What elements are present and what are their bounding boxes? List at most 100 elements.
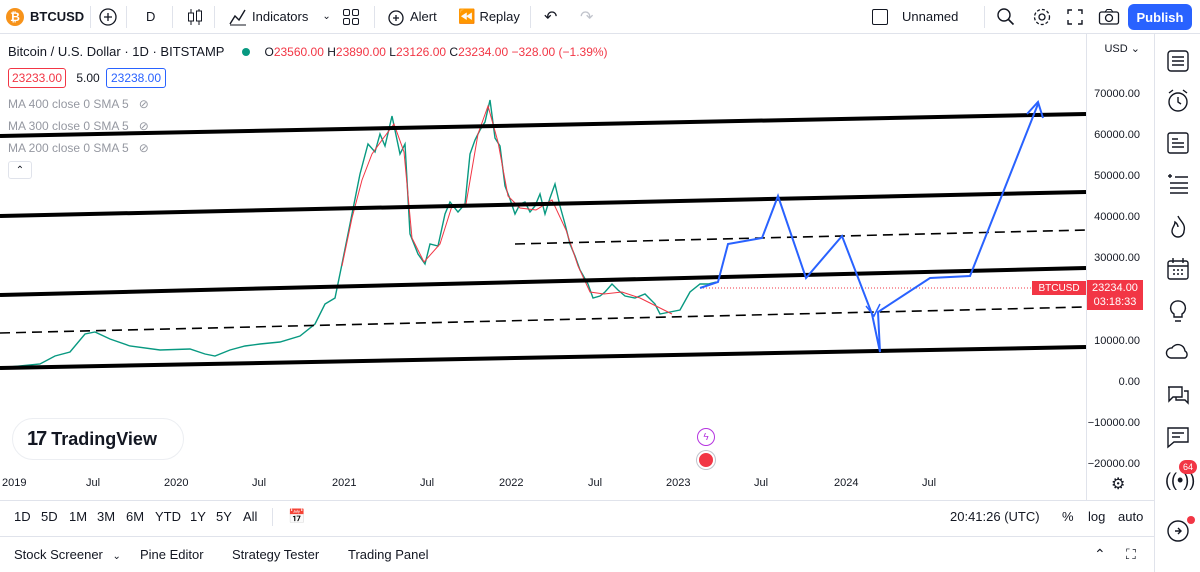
price-tick: 70000.00 xyxy=(1094,88,1140,100)
spread-value: 5.00 xyxy=(76,71,100,85)
publish-button[interactable]: Publish xyxy=(1128,4,1192,30)
snapshot-button[interactable] xyxy=(1098,0,1120,34)
fullscreen-button[interactable] xyxy=(1066,0,1084,34)
alert-label: Alert xyxy=(410,9,437,24)
ohlc-high: 23890.00 xyxy=(335,44,386,59)
tab-strategy-tester[interactable]: Strategy Tester xyxy=(232,547,320,562)
price-axis[interactable]: USD ⌄ 70000.00 60000.00 50000.00 40000.0… xyxy=(1086,34,1154,500)
eye-hidden-icon[interactable]: ⊘ xyxy=(138,141,149,155)
percent-scale-toggle[interactable]: % xyxy=(1062,509,1074,524)
chats-icon[interactable] xyxy=(1165,382,1191,408)
buy-price-box[interactable]: 23238.00 xyxy=(106,68,166,88)
settings-button[interactable] xyxy=(1032,0,1052,34)
currency-selector[interactable]: USD ⌄ xyxy=(1104,43,1140,55)
current-price-label: 23234.00 03:18:33 xyxy=(1087,280,1143,310)
time-tick: Jul xyxy=(420,477,435,489)
streams-icon[interactable] xyxy=(1165,340,1191,366)
eye-hidden-icon[interactable]: ⊘ xyxy=(138,97,149,111)
tradingview-watermark[interactable]: 17 TradingView xyxy=(12,418,184,460)
tab-pine-editor[interactable]: Pine Editor xyxy=(140,547,204,562)
chart-type-button[interactable] xyxy=(186,0,204,34)
price-tick: 10000.00 xyxy=(1094,335,1140,347)
range-ytd[interactable]: YTD xyxy=(155,509,181,524)
time-tick: Jul xyxy=(252,477,267,489)
range-5y[interactable]: 5Y xyxy=(216,509,232,524)
range-3m[interactable]: 3M xyxy=(97,509,116,524)
chevron-up-icon[interactable]: ⌃ xyxy=(1094,546,1106,562)
alert-button[interactable]: Alert xyxy=(386,0,437,34)
time-tick: Jul xyxy=(86,477,101,489)
indicators-icon xyxy=(229,9,246,25)
watermark-text: TradingView xyxy=(51,428,157,449)
collapse-legend-button[interactable]: ⌃ xyxy=(8,161,32,179)
range-5d[interactable]: 5D xyxy=(41,509,58,524)
interval-button[interactable]: D xyxy=(146,9,156,24)
us-flag-icon[interactable] xyxy=(697,451,715,469)
replay-button[interactable]: ⏪ Replay xyxy=(458,0,520,34)
replay-label: Replay xyxy=(479,9,520,24)
tab-stock-screener[interactable]: Stock Screener ⌄ xyxy=(14,547,121,562)
indicator-ma-300[interactable]: MA 300 close 0 SMA 5 ⊘ xyxy=(8,119,149,133)
calendar-icon[interactable] xyxy=(1165,256,1191,282)
sell-price-box[interactable]: 23233.00 xyxy=(8,68,66,88)
range-all[interactable]: All xyxy=(243,509,258,524)
bottom-panel-tabs: Stock Screener ⌄ Pine Editor Strategy Te… xyxy=(0,536,1154,572)
search-icon xyxy=(997,7,1015,25)
log-scale-toggle[interactable]: log xyxy=(1088,509,1106,524)
help-icon[interactable] xyxy=(1165,518,1191,544)
symbol-title[interactable]: Bitcoin / U.S. Dollar · 1D · BITSTAMP xyxy=(8,44,225,59)
gear-icon xyxy=(1033,8,1051,25)
axis-settings-gear-icon[interactable]: ⚙ xyxy=(1111,476,1126,493)
candles-icon xyxy=(188,8,202,25)
indicator-ma-200[interactable]: MA 200 close 0 SMA 5 ⊘ xyxy=(8,141,149,155)
range-1d[interactable]: 1D xyxy=(14,509,31,524)
chevron-down-icon: ⌄ xyxy=(112,551,121,562)
alarm-clock-icon[interactable] xyxy=(1165,88,1191,114)
tab-trading-panel[interactable]: Trading Panel xyxy=(348,547,429,562)
indicators-button[interactable]: Indicators ⌄ xyxy=(228,0,331,34)
projection-arrowhead xyxy=(1026,100,1044,119)
utc-clock[interactable]: 20:41:26 (UTC) xyxy=(950,509,1040,524)
layout-button[interactable]: Unnamed xyxy=(872,0,958,34)
bitcoin-logo-icon: ₿ xyxy=(6,7,24,26)
price-tick: 40000.00 xyxy=(1094,211,1140,223)
projection-arrowhead-2 xyxy=(865,303,881,318)
messages-icon[interactable] xyxy=(1165,424,1191,450)
undo-icon[interactable]: ↶ xyxy=(544,8,558,26)
templates-button[interactable] xyxy=(342,0,360,34)
compare-button[interactable] xyxy=(98,0,118,34)
time-tick: 2019 xyxy=(2,477,27,489)
indicators-label: Indicators xyxy=(252,9,309,24)
maximize-panel-icon[interactable]: ⛶ xyxy=(1126,546,1136,562)
calendar-range-icon[interactable]: 📅 xyxy=(288,508,306,524)
channel-line-upper xyxy=(0,190,1086,218)
price-tick: 30000.00 xyxy=(1094,252,1140,264)
indicator-ma-400[interactable]: MA 400 close 0 SMA 5 ⊘ xyxy=(8,97,149,111)
watchlist-icon[interactable] xyxy=(1165,48,1191,74)
symbol-search[interactable]: ₿ BTCUSD xyxy=(6,0,84,34)
range-1y[interactable]: 1Y xyxy=(190,509,206,524)
search-button[interactable] xyxy=(996,0,1016,34)
redo-icon[interactable]: ↷ xyxy=(580,8,594,26)
range-1m[interactable]: 1M xyxy=(69,509,88,524)
lightning-event-icon[interactable]: ϟ xyxy=(697,428,715,446)
channel-line-mid xyxy=(0,266,1086,297)
notifications-badge: 64 xyxy=(1179,460,1197,474)
tradingview-logo-icon: 17 xyxy=(27,427,47,450)
data-window-icon[interactable] xyxy=(1165,130,1191,156)
time-tick: 2022 xyxy=(499,477,524,489)
hotlist-fire-icon[interactable] xyxy=(1165,214,1191,240)
time-tick: Jul xyxy=(754,477,769,489)
price-chart[interactable] xyxy=(0,34,1086,500)
price-tick: −20000.00 xyxy=(1087,458,1140,470)
eye-hidden-icon[interactable]: ⊘ xyxy=(138,119,149,133)
range-6m[interactable]: 6M xyxy=(126,509,145,524)
news-list-icon[interactable] xyxy=(1165,172,1191,198)
fullscreen-icon xyxy=(1067,8,1083,25)
price-tick: 60000.00 xyxy=(1094,129,1140,141)
ohlc-low: 23126.00 xyxy=(395,44,447,59)
notifications-icon[interactable]: ((•)) xyxy=(1165,470,1196,490)
auto-scale-toggle[interactable]: auto xyxy=(1118,509,1144,524)
ideas-lightbulb-icon[interactable] xyxy=(1165,298,1191,324)
plus-circle-icon xyxy=(99,7,117,26)
